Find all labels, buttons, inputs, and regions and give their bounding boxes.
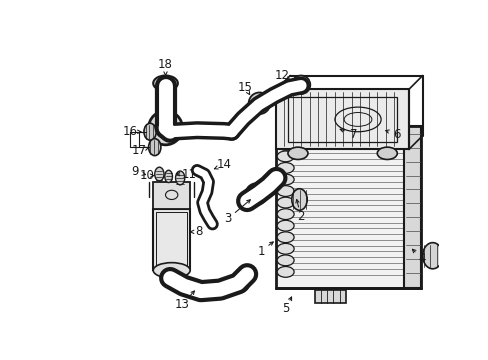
Ellipse shape (277, 197, 293, 208)
Ellipse shape (277, 151, 293, 162)
Bar (153, 182, 190, 209)
Ellipse shape (164, 170, 172, 183)
Text: 12: 12 (274, 69, 289, 82)
Ellipse shape (377, 147, 396, 159)
Bar (276, 89, 408, 149)
Text: 7: 7 (349, 127, 356, 140)
Ellipse shape (148, 139, 161, 156)
Ellipse shape (229, 273, 249, 293)
Ellipse shape (153, 263, 190, 278)
Ellipse shape (277, 128, 293, 139)
Text: 9: 9 (131, 165, 139, 178)
Bar (156, 212, 187, 267)
Text: 5: 5 (282, 302, 289, 315)
Ellipse shape (422, 243, 442, 269)
Text: 17: 17 (132, 144, 146, 157)
Ellipse shape (277, 209, 293, 220)
Ellipse shape (175, 171, 184, 185)
Ellipse shape (291, 76, 310, 94)
Ellipse shape (277, 163, 293, 173)
Text: 11: 11 (182, 168, 197, 181)
Ellipse shape (148, 111, 182, 145)
Ellipse shape (277, 266, 293, 277)
Bar (276, 126, 420, 288)
Ellipse shape (277, 174, 293, 185)
Text: 8: 8 (195, 225, 203, 238)
Ellipse shape (277, 186, 293, 197)
Text: 15: 15 (238, 81, 252, 94)
Text: 6: 6 (393, 127, 400, 140)
Text: 14: 14 (216, 158, 231, 171)
Ellipse shape (161, 123, 170, 132)
Ellipse shape (248, 93, 270, 114)
Ellipse shape (153, 76, 178, 91)
Ellipse shape (277, 243, 293, 254)
Ellipse shape (287, 147, 307, 159)
Ellipse shape (143, 123, 156, 140)
Text: 4: 4 (417, 252, 425, 265)
Bar (314, 289, 345, 303)
Text: 1: 1 (257, 244, 264, 258)
Ellipse shape (277, 220, 293, 231)
Ellipse shape (277, 232, 293, 243)
Ellipse shape (291, 189, 306, 210)
Text: 18: 18 (158, 58, 173, 71)
Text: 10: 10 (140, 169, 154, 182)
Ellipse shape (154, 167, 163, 181)
Text: 3: 3 (224, 212, 231, 225)
Bar (287, 97, 396, 142)
Text: 2: 2 (297, 210, 304, 223)
Ellipse shape (277, 139, 293, 150)
Bar (153, 209, 190, 270)
Ellipse shape (155, 118, 175, 138)
Bar (404, 126, 420, 288)
Ellipse shape (245, 183, 266, 205)
Text: 16: 16 (122, 125, 137, 138)
Text: 13: 13 (174, 298, 189, 311)
Ellipse shape (277, 255, 293, 266)
